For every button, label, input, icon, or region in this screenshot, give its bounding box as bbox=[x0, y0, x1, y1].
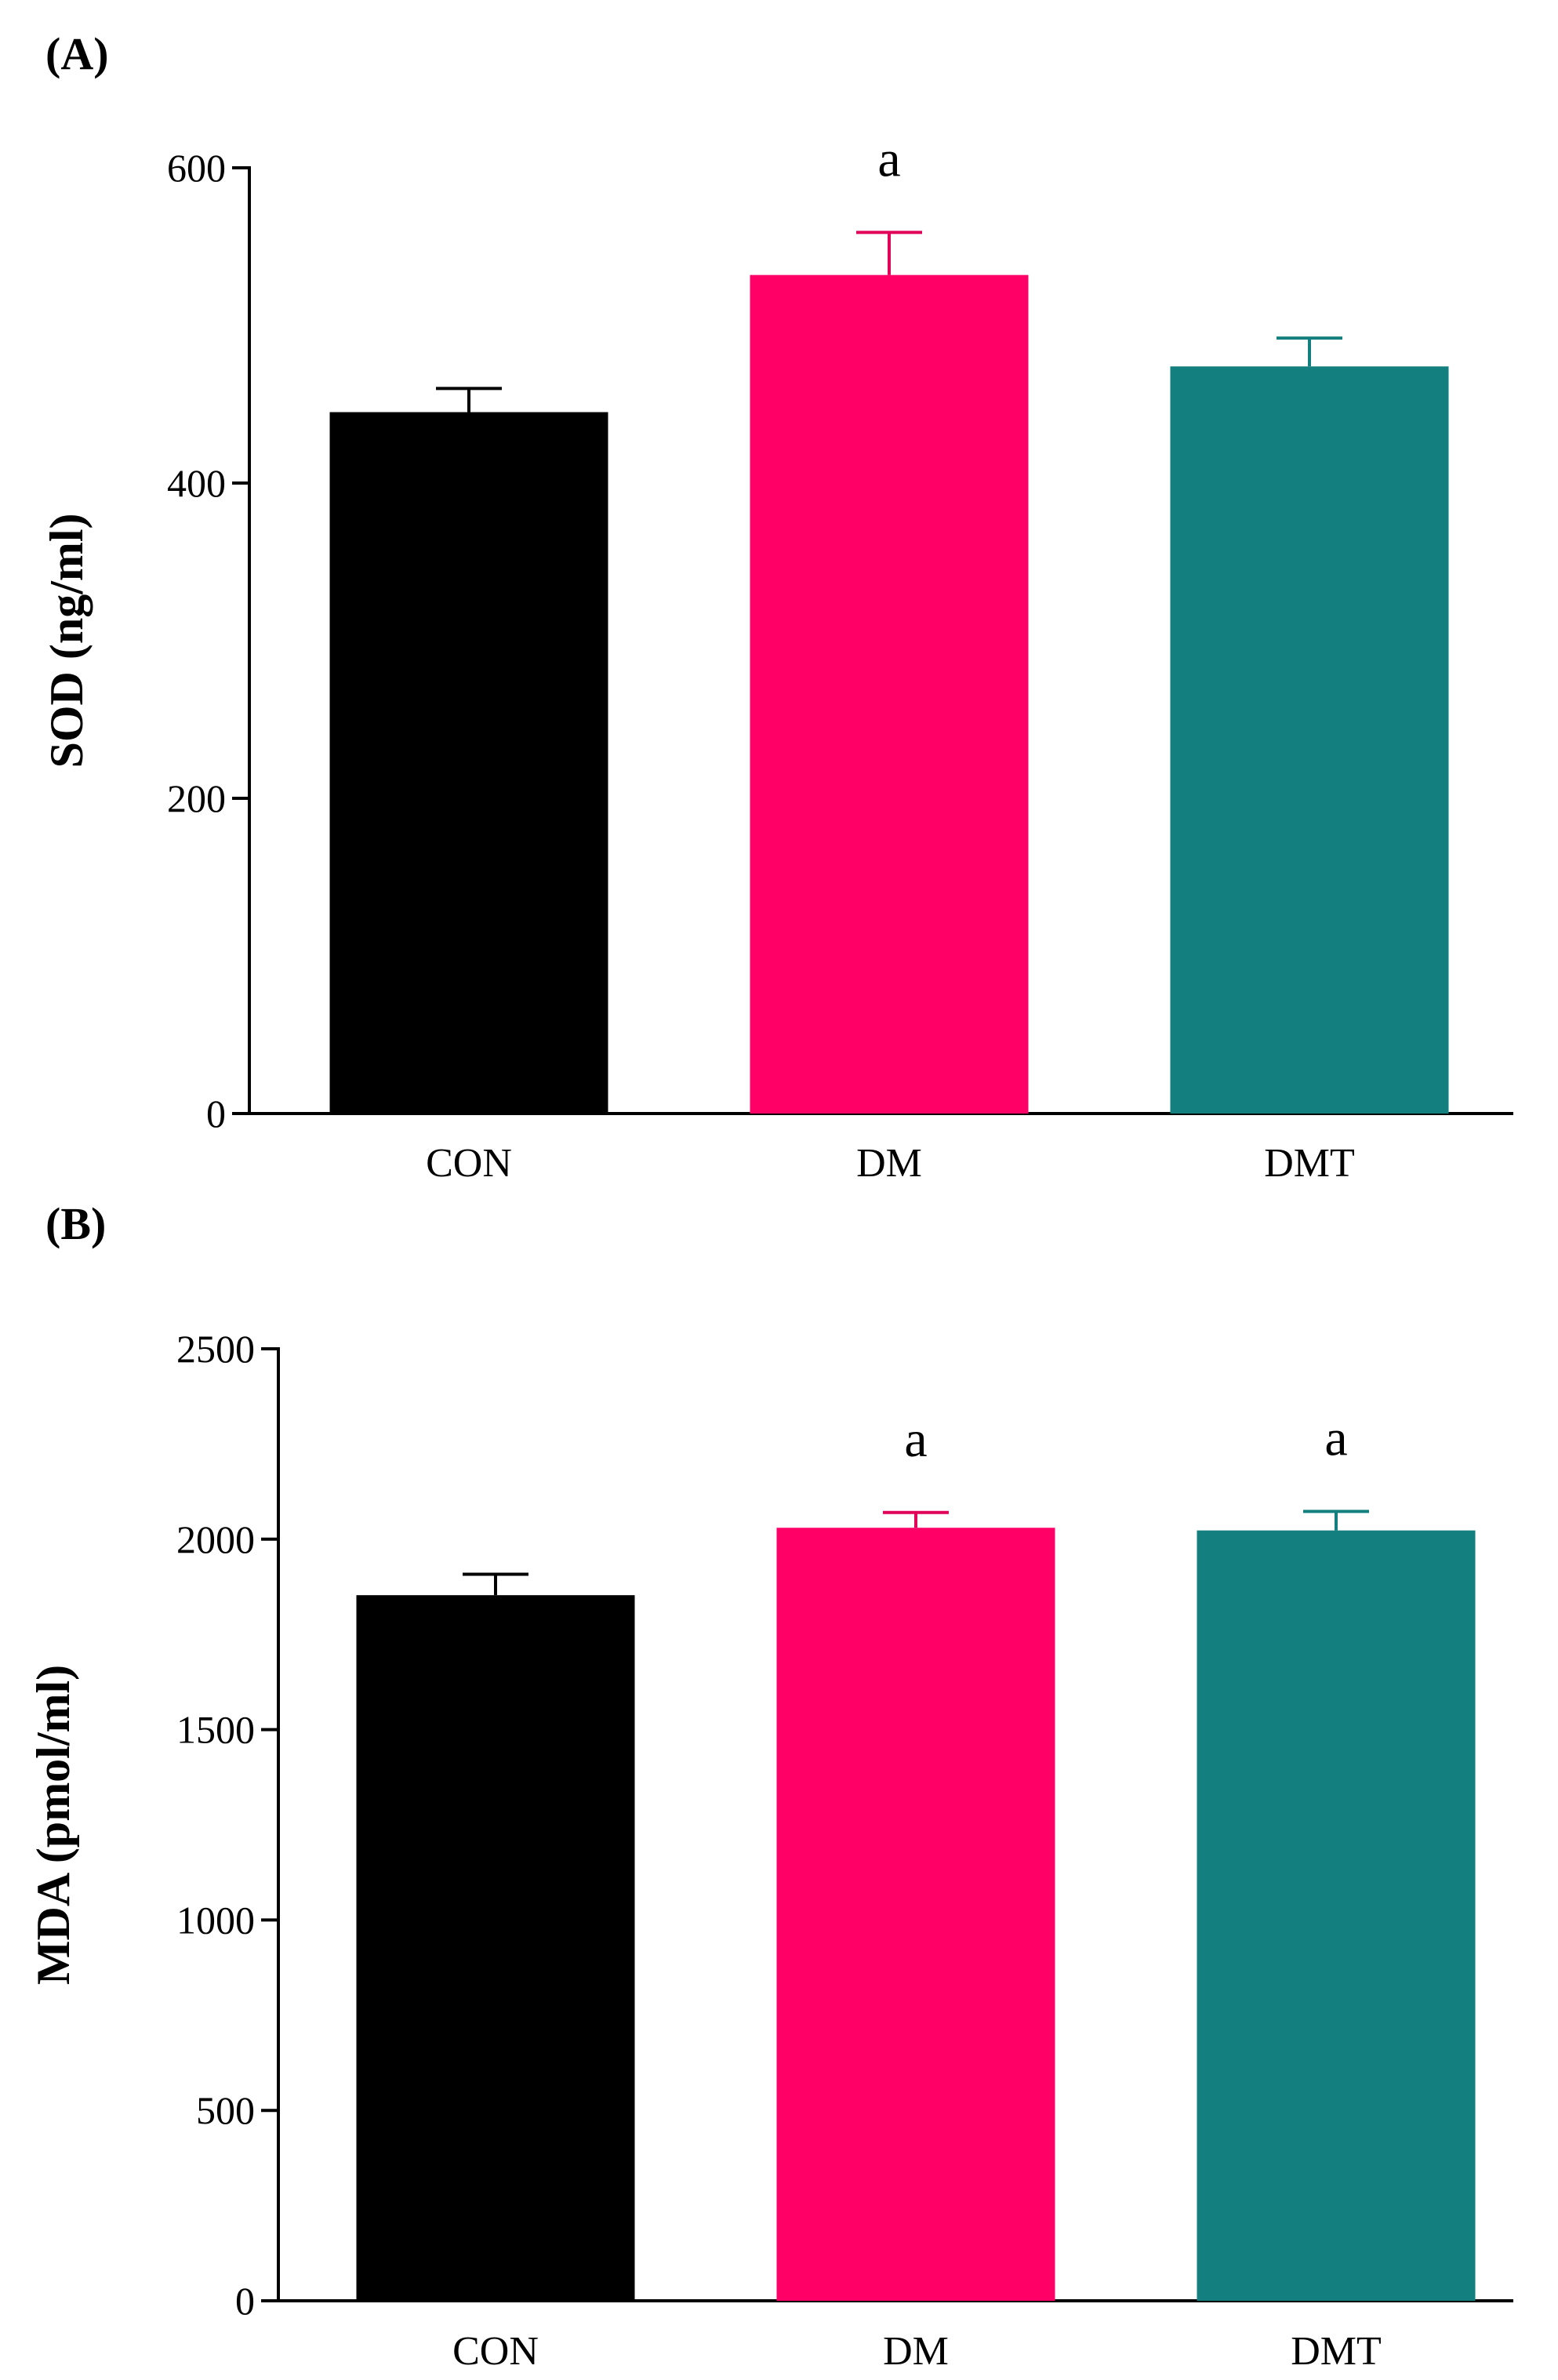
error-bar-dm bbox=[883, 1510, 949, 1528]
bar-dm bbox=[750, 274, 1029, 1114]
panel-a: (A) 0 200 400 600 SOD (ng/ml) CON DM a DMT bbox=[41, 28, 1513, 1186]
bar-con bbox=[329, 412, 608, 1114]
x-tick-label: CON bbox=[452, 2329, 539, 2374]
bar-dmt bbox=[1197, 1530, 1476, 2301]
y-axis-title: MDA (pmol/ml) bbox=[27, 1665, 79, 1985]
y-tick-label: 200 bbox=[167, 776, 226, 820]
y-axis-title: SOD (ng/ml) bbox=[41, 513, 93, 768]
x-tick-label: DM bbox=[883, 2329, 949, 2374]
bar-dm bbox=[776, 1528, 1055, 2301]
panel-label: (B) bbox=[45, 1198, 106, 1249]
x-tick-label: CON bbox=[426, 1141, 512, 1186]
panel-label: (A) bbox=[45, 28, 109, 79]
error-bar-con bbox=[463, 1572, 528, 1596]
bar-dmt bbox=[1170, 366, 1449, 1114]
significance-label: a bbox=[877, 130, 900, 187]
x-tick-label: DM bbox=[856, 1141, 922, 1186]
y-tick-label: 500 bbox=[196, 2088, 255, 2132]
significance-label: a bbox=[1324, 1409, 1347, 1466]
error-bar-dm bbox=[856, 231, 922, 275]
y-tick-label: 400 bbox=[167, 461, 226, 505]
significance-label: a bbox=[904, 1411, 927, 1468]
y-tick-label: 0 bbox=[206, 1092, 226, 1135]
x-tick-label: DMT bbox=[1291, 2329, 1382, 2374]
panel-b: (B) 0 500 1000 1500 2000 2500 MDA (pmol/ml) CON D… bbox=[27, 1198, 1513, 2374]
error-bar-dmt bbox=[1277, 336, 1342, 367]
y-tick-label: 600 bbox=[167, 146, 226, 190]
error-bar-con bbox=[436, 387, 502, 412]
x-tick-label: DMT bbox=[1264, 1141, 1355, 1186]
bar-con bbox=[356, 1595, 635, 2301]
y-tick-label: 1000 bbox=[176, 1898, 255, 1942]
y-tick-label: 1500 bbox=[176, 1708, 255, 1752]
y-tick-label: 0 bbox=[235, 2279, 255, 2323]
y-tick-label: 2500 bbox=[176, 1327, 255, 1371]
error-bar-dmt bbox=[1303, 1510, 1369, 1531]
y-tick-label: 2000 bbox=[176, 1517, 255, 1561]
